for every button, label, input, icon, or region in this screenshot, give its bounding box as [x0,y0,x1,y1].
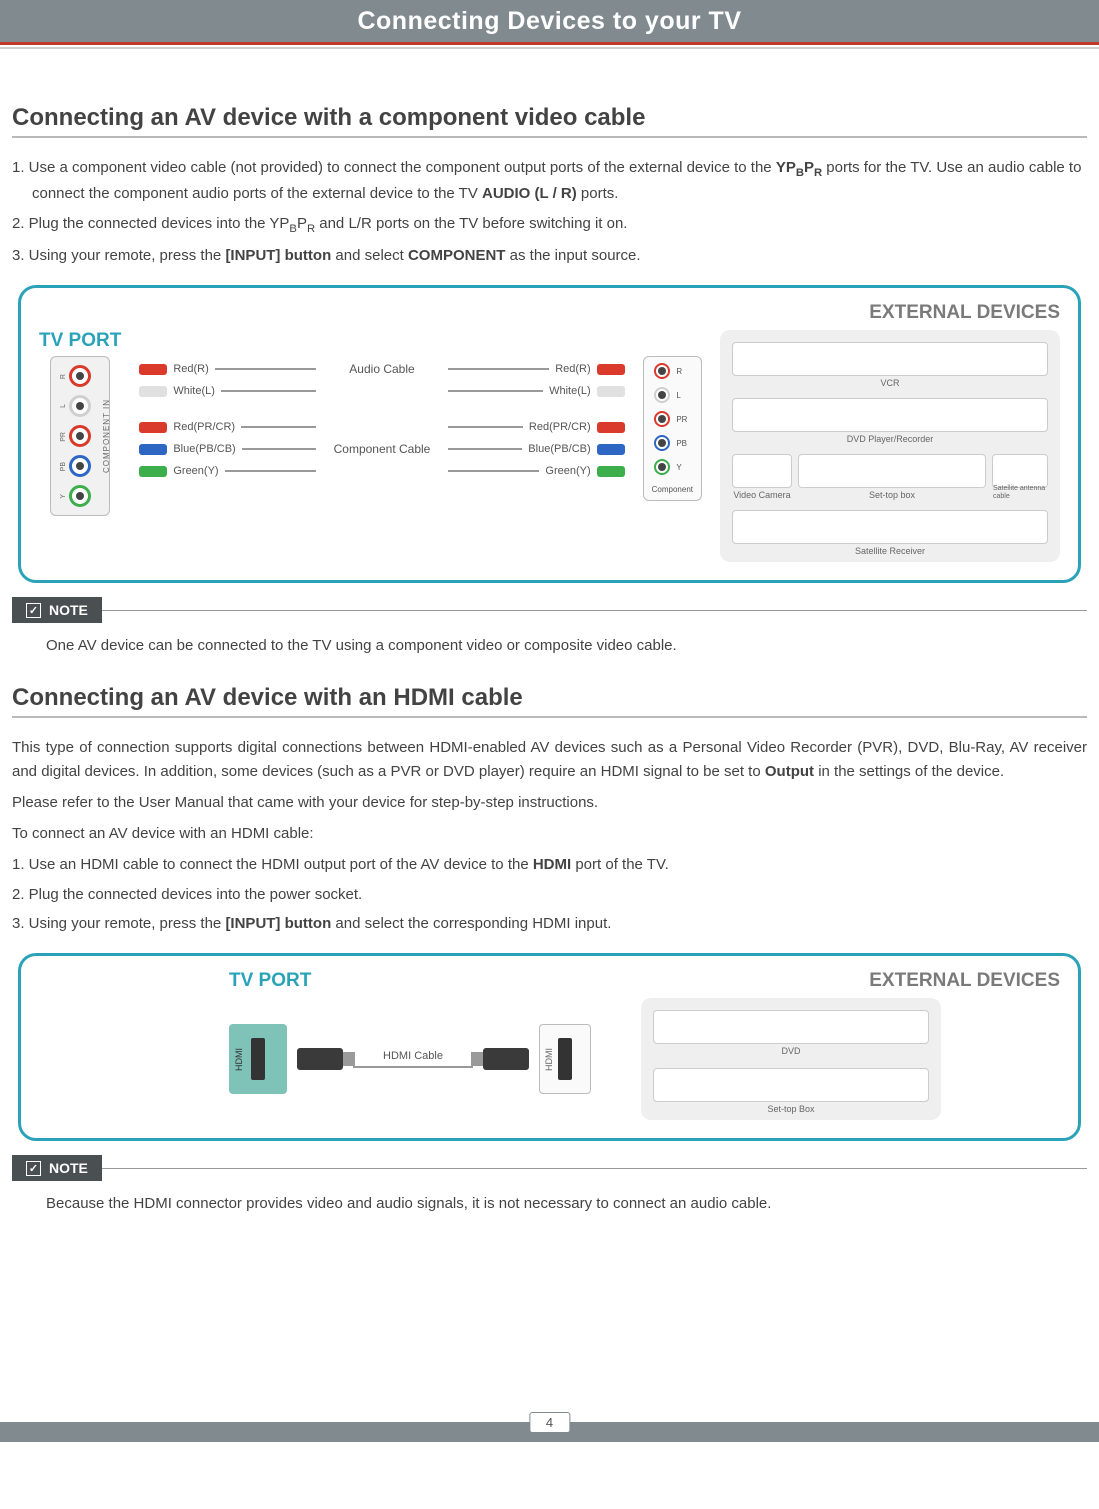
note-badge: ✓ NOTE [12,1155,102,1181]
jack-icon [654,411,670,427]
jack-icon [654,435,670,451]
audio-cable-label: Audio Cable [322,362,442,376]
page-number: 4 [529,1412,570,1433]
check-icon: ✓ [26,1161,41,1176]
footer-bar: 4 [0,1422,1099,1442]
step: 2. Plug the connected devices into the Y… [12,212,1087,238]
note-label: NOTE [49,602,88,618]
device-dvd-icon: DVD [653,1010,929,1044]
diagram-hdmi: TV PORT EXTERNAL DEVICES HDMI HDMI Cable… [18,953,1081,1141]
content: Connecting an AV device with a component… [0,49,1099,1222]
note-row: ✓ NOTE [12,597,1087,623]
jack-icon [654,459,670,475]
plug-icon [597,466,625,477]
external-port-panel: R L PR PB Y Component [643,356,702,501]
plug-icon [597,364,625,375]
jack-y-icon: Y [69,485,91,507]
step: 3. Using your remote, press the [INPUT] … [12,912,1087,935]
jack-icon [654,363,670,379]
component-footer-label: Component [652,485,693,494]
device-stb-icon: Set-top box [798,454,986,488]
note2-text: Because the HDMI connector provides vide… [12,1189,1087,1212]
hdmi-wire-icon [353,1066,473,1068]
step: 2. Plug the connected devices into the p… [12,883,1087,906]
note1-text: One AV device can be connected to the TV… [12,631,1087,654]
plug-icon [139,364,167,375]
section2-para3: To connect an AV device with an HDMI cab… [12,822,1087,845]
tv-port-block: COMPONENT IN R L PR PB Y [50,356,110,516]
device-vcr-icon: VCR [732,342,1048,376]
component-in-label: COMPONENT IN [102,399,111,473]
step: 1. Use a component video cable (not prov… [12,156,1087,206]
plug-icon [597,422,625,433]
hdmi-plug-icon [297,1048,343,1070]
jack-pr-icon: PR [69,425,91,447]
section2-underline [12,716,1087,718]
plug-icon [139,422,167,433]
hdmi-plug-icon [483,1048,529,1070]
section2-title: Connecting an AV device with an HDMI cab… [12,684,1087,712]
device-dvd-icon: DVD Player/Recorder [732,398,1048,432]
device-antenna-icon: Satellite antenna cable [992,454,1048,488]
jack-icon [654,387,670,403]
external-devices-box: DVD Set-top Box [641,998,941,1120]
note-label: NOTE [49,1160,88,1176]
jack-l-icon: L [69,395,91,417]
plug-icon [139,386,167,397]
section2-para1: This type of connection supports digital… [12,736,1087,783]
note-rule [102,1168,1087,1169]
tv-port-label: TV PORT [229,970,311,992]
plug-icon [139,444,167,455]
section2-para2: Please refer to the User Manual that cam… [12,791,1087,814]
device-camera-icon: Video Camera [732,454,792,488]
cables-area: Red(R)Audio CableRed(R) White(L)White(L)… [139,356,624,477]
plug-icon [139,466,167,477]
step: 1. Use an HDMI cable to connect the HDMI… [12,853,1087,876]
tv-port-label: TV PORT [39,330,121,352]
step: 3. Using your remote, press the [INPUT] … [12,244,1087,267]
hdmi-port-ext-icon: HDMI [539,1024,591,1094]
page-header: Connecting Devices to your TV [0,0,1099,42]
jack-r-icon: R [69,365,91,387]
note-badge: ✓ NOTE [12,597,102,623]
note-row: ✓ NOTE [12,1155,1087,1181]
diagram-component: EXTERNAL DEVICES TV PORT COMPONENT IN R … [18,285,1081,583]
external-devices-box: VCR DVD Player/Recorder Video Camera Set… [720,330,1060,562]
section2-steps: 1. Use an HDMI cable to connect the HDMI… [12,853,1087,935]
device-stb-icon: Set-top Box [653,1068,929,1102]
section1-title: Connecting an AV device with a component… [12,104,1087,132]
device-satellite-icon: Satellite Receiver [732,510,1048,544]
external-devices-label: EXTERNAL DEVICES [700,970,1060,992]
plug-icon [597,444,625,455]
plug-icon [597,386,625,397]
check-icon: ✓ [26,603,41,618]
note-rule [102,610,1087,611]
hdmi-port-tv-icon: HDMI [229,1024,287,1094]
component-cable-label: Component Cable [322,442,442,456]
section1-steps: 1. Use a component video cable (not prov… [12,156,1087,267]
header-rule-red [0,42,1099,45]
hdmi-cable-label: HDMI Cable [383,1050,443,1062]
external-devices-label: EXTERNAL DEVICES [700,302,1060,324]
section1-underline [12,136,1087,138]
jack-pb-icon: PB [69,455,91,477]
